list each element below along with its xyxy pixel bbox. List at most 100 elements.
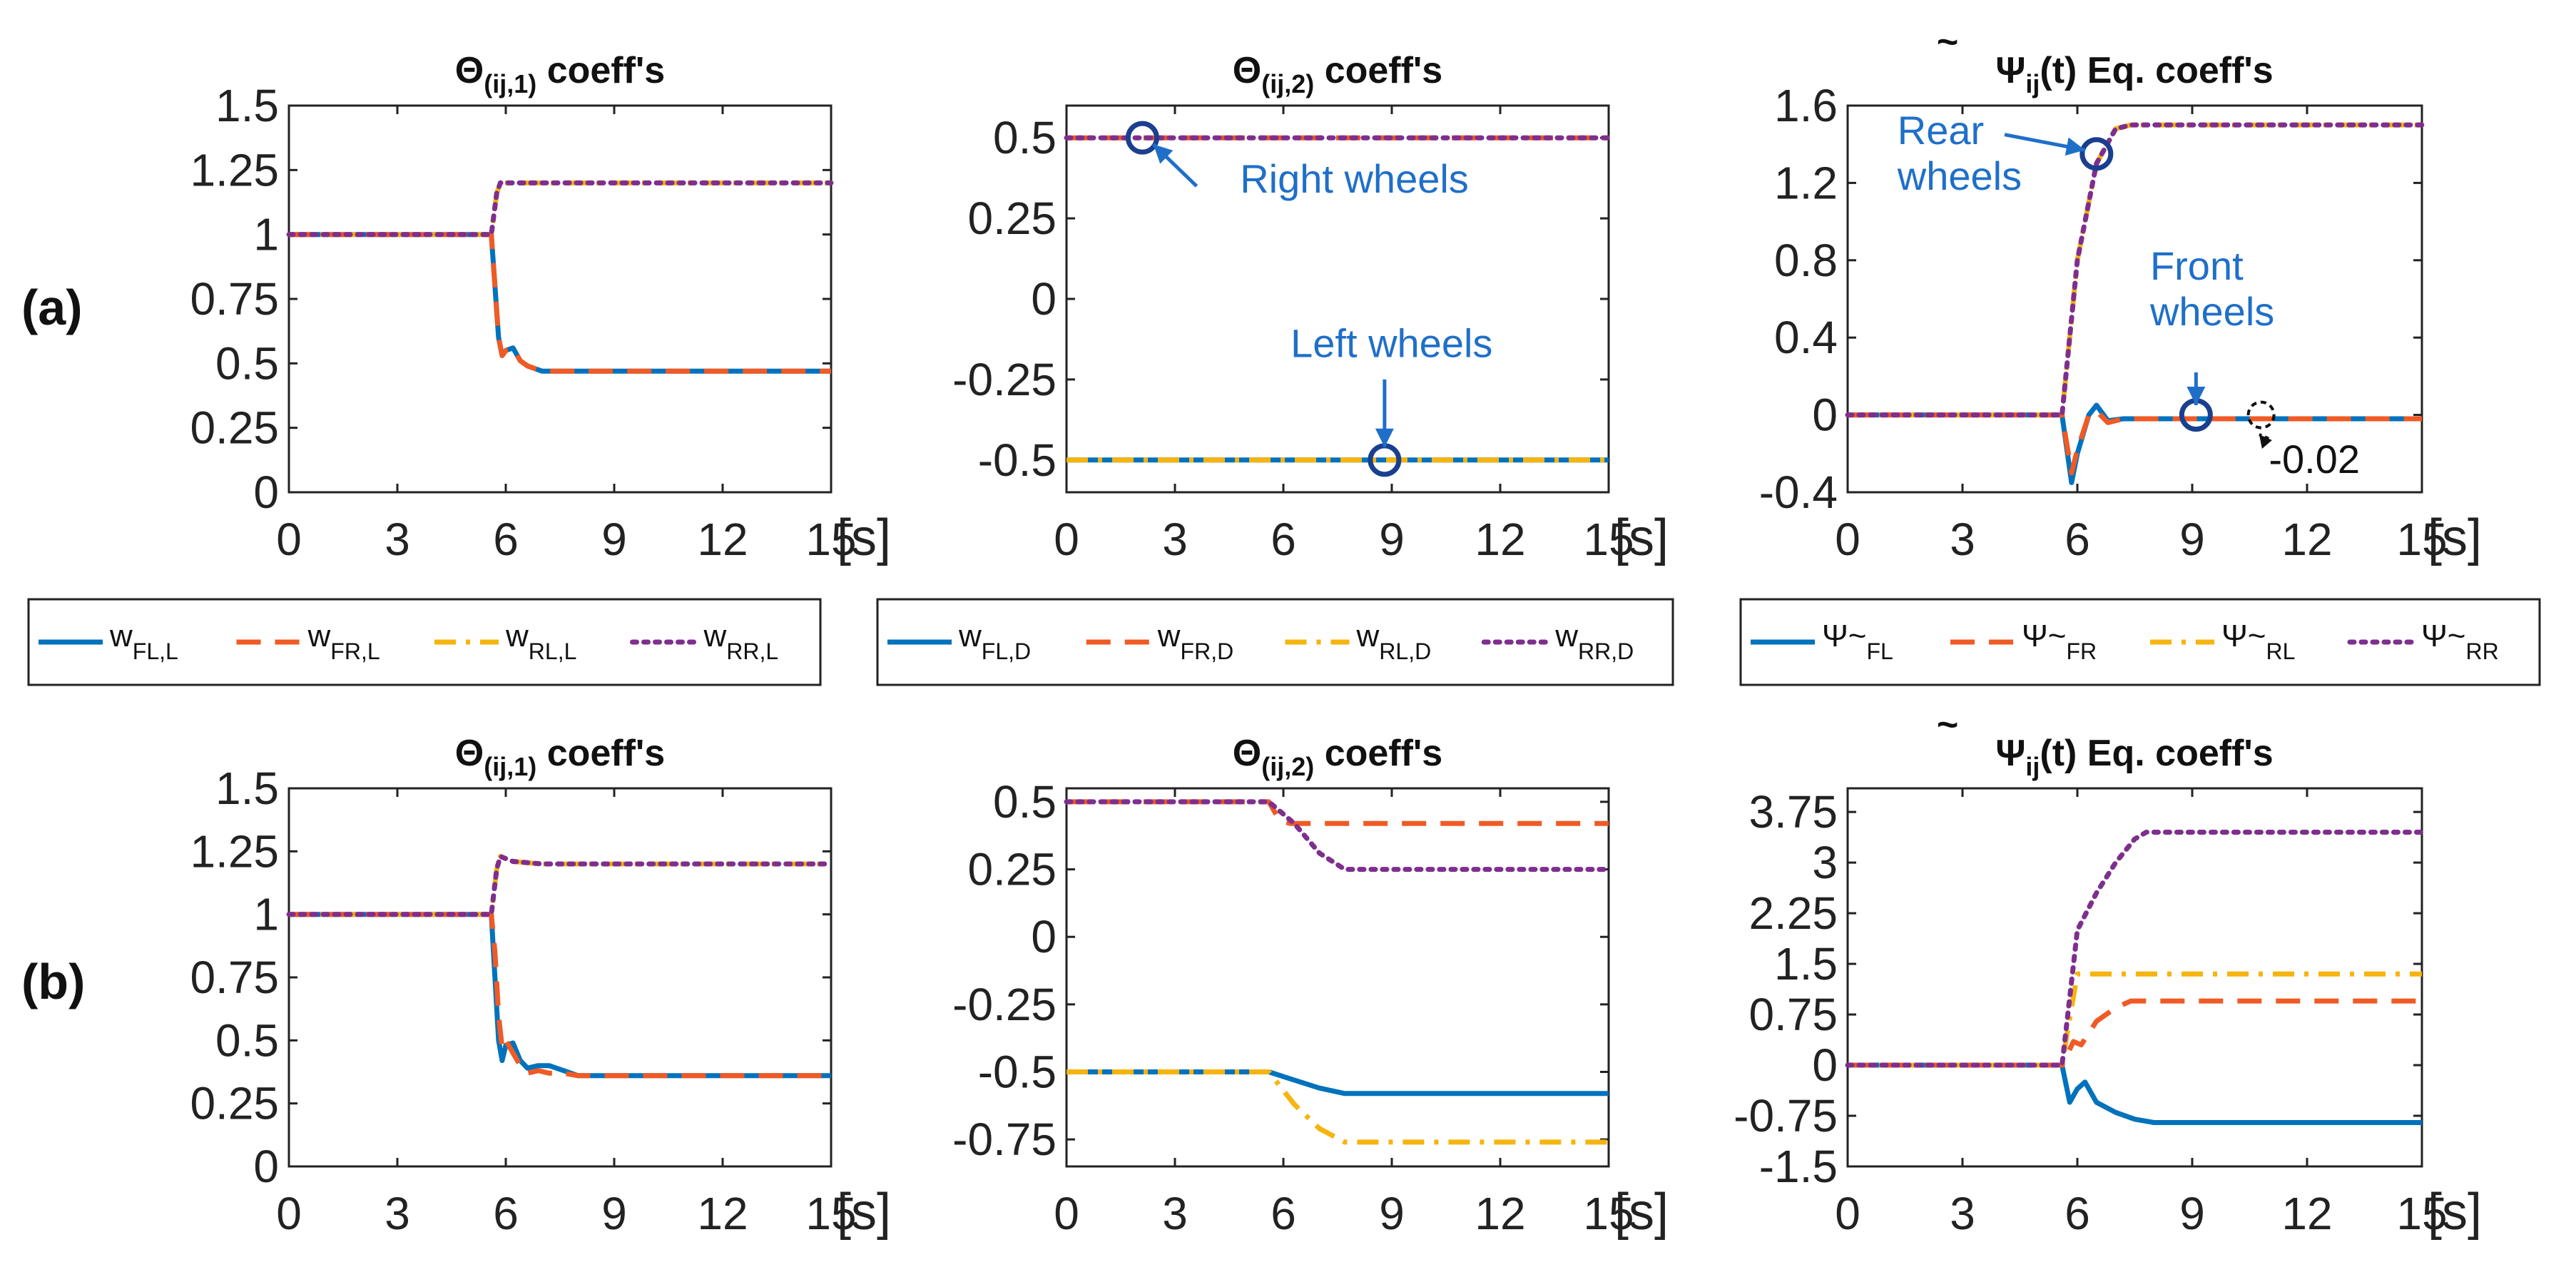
x-tick-label: 9: [601, 1188, 627, 1239]
row-label-a: (a): [21, 280, 83, 335]
x-tick-label: 12: [697, 514, 748, 565]
x-tick-label: 12: [1475, 514, 1525, 565]
annotation-arrow-head: [1153, 144, 1174, 164]
x-tick-label: 15: [1583, 514, 1634, 565]
x-tick-label: 0: [276, 1188, 302, 1239]
series-line-fr: [289, 912, 831, 1079]
y-tick-label: 0: [1812, 390, 1838, 441]
legend-label-base: w: [505, 619, 529, 653]
x-unit-label: [s]: [1614, 1184, 1669, 1241]
series-line-fl: [1848, 1062, 2422, 1125]
x-tick-label: 9: [2179, 1188, 2205, 1239]
highlight-marker: [1125, 121, 1159, 155]
x-tick-label: 12: [2281, 514, 2332, 565]
y-tick-label: -0.25: [952, 979, 1057, 1030]
plot-frame: [287, 104, 833, 494]
legend-label: wRL,L: [505, 619, 576, 664]
x-tick-label: 15: [2396, 514, 2447, 565]
y-tick-label: 0.25: [190, 402, 279, 454]
plot-frame: [1065, 787, 1610, 1168]
series-line-rl: [1066, 1069, 1609, 1145]
y-tick-label: 0: [253, 1141, 279, 1192]
title-subscript: ij: [2025, 69, 2040, 98]
series-line-rr: [286, 853, 834, 917]
title-text: coeff's: [1314, 50, 1442, 91]
annotation-label: wheels: [2149, 289, 2274, 334]
y-tick-label: -0.5: [978, 1047, 1057, 1098]
title-subscript: (ij,1): [484, 69, 536, 98]
y-tick-label: 0.5: [215, 1014, 279, 1066]
legend-label-sub: RR: [2465, 639, 2498, 664]
x-tick-label: 12: [1475, 1188, 1525, 1239]
y-tick-label: 3: [1812, 837, 1838, 888]
y-tick-label: -0.75: [1734, 1090, 1838, 1141]
legend-label: wRR,D: [1554, 619, 1634, 664]
legend-label: wFR,L: [307, 619, 380, 664]
title-subscript: (ij,2): [1261, 752, 1314, 781]
y-tick-label: 0: [253, 467, 279, 518]
y-tick-label: 1.5: [215, 80, 279, 131]
x-tick-label: 6: [1271, 514, 1296, 565]
x-tick-label: 9: [1379, 1188, 1405, 1239]
chart-a2: Θ(ij,2) coeff's 0 3 6 9 12 15[s] -0.5 -0.25 0 0.25…: [952, 50, 1669, 566]
chart-title: Ψij(t) Eq. coeff's: [1995, 733, 2273, 781]
plot-frame: [1846, 104, 2423, 494]
y-tick-label: 0.8: [1774, 235, 1838, 286]
title-symbol: Ψ: [1995, 733, 2025, 774]
legend-3: Ψ~FL Ψ~FR Ψ~RL Ψ~RR: [1739, 598, 2541, 686]
y-tick-label: 2.25: [1748, 887, 1838, 939]
x-tick-label: 0: [1835, 1188, 1860, 1239]
x-tick-label: 15: [2396, 1188, 2447, 1239]
legend-label: Ψ~RR: [2421, 619, 2499, 664]
legend-label-sub: RR,L: [726, 639, 778, 664]
title-text: coeff's: [536, 50, 665, 91]
title-subscript: (ij,1): [484, 752, 536, 781]
legend-1: wFL,L wFR,L wRL,L wRR,L: [27, 598, 822, 686]
y-tick-label: 1.5: [1774, 938, 1838, 990]
annotation-arrow-head: [2065, 137, 2085, 156]
y-tick-label: 0.25: [190, 1078, 279, 1129]
y-tick-label: 0: [1812, 1039, 1838, 1091]
x-tick-label: 3: [385, 514, 410, 565]
y-tick-label: 0.75: [190, 952, 279, 1003]
title-text: (t) Eq. coeff's: [2040, 50, 2273, 91]
legend-label-sub: FL,D: [982, 639, 1031, 664]
callout-arrow-head: [2259, 434, 2272, 449]
dashed-marker: [2246, 400, 2276, 429]
y-tick-label: 1.2: [1774, 157, 1838, 208]
x-unit-label: [s]: [837, 509, 891, 566]
legend-label-base: Ψ~: [2022, 619, 2066, 653]
legend-label: wFL,L: [109, 619, 178, 664]
chart-title: Θ(ij,1) coeff's: [455, 50, 665, 98]
y-tick-label: 0.5: [993, 112, 1057, 163]
legend-label-base: w: [109, 619, 133, 653]
y-tick-label: 0.25: [967, 844, 1057, 895]
legend-label-sub: FR: [2066, 639, 2097, 664]
legends-layer: wFL,L wFR,L wRL,L wRR,L wFL,D wFR,D wRL,D wRR,D…: [27, 598, 2541, 686]
chart-title: Ψij(t) Eq. coeff's: [1995, 50, 2273, 98]
y-tick-label: -0.75: [952, 1114, 1057, 1165]
y-tick-label: 3.75: [1748, 786, 1838, 838]
annotation-label: Rear: [1898, 108, 1984, 153]
annotation-arrow-head: [2186, 387, 2206, 406]
x-tick-label: 3: [1950, 1188, 1975, 1239]
x-tick-label: 0: [276, 514, 302, 565]
x-tick-label: 15: [805, 514, 856, 565]
legend-label: wRL,D: [1356, 619, 1432, 664]
legend-label-sub: RR,D: [1578, 639, 1634, 664]
x-tick-label: 9: [2179, 514, 2205, 565]
annotation-label: Left wheels: [1290, 320, 1492, 365]
series-line-rr: [1845, 830, 2425, 1068]
x-tick-label: 0: [1054, 1188, 1079, 1239]
series-line-rr: [1845, 122, 2425, 418]
title-text: coeff's: [1314, 733, 1442, 774]
x-unit-label: [s]: [2428, 1184, 2482, 1241]
plot-frame: [287, 787, 833, 1168]
legend-label-base: Ψ~: [2421, 619, 2465, 653]
chart-a1: Θ(ij,1) coeff's 0 3 6 9 12 15[s] 0 0.25 0.5 0.75 1 1…: [190, 50, 891, 566]
chart-b1: Θ(ij,1) coeff's 0 3 6 9 12 15[s] 0 0.25 0.5 0.75 1 1…: [190, 733, 891, 1241]
x-tick-label: 6: [2065, 514, 2090, 565]
chart-b3: Ψij(t) Eq. coeff's~0 3 6 9 12 15[s]-1.5-0.750…: [1734, 704, 2482, 1241]
legend-label-base: Ψ~: [2221, 619, 2266, 653]
